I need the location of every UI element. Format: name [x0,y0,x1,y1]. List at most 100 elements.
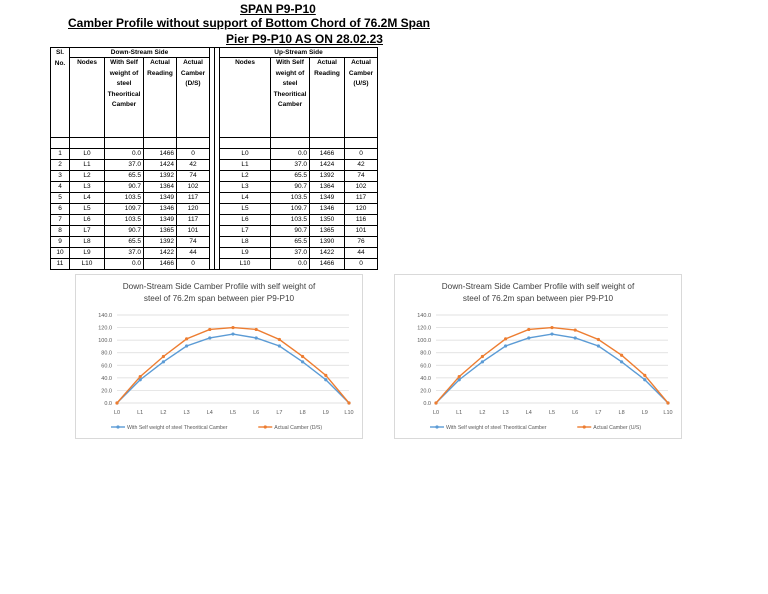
ds-camber-cell: 102 [176,181,210,193]
data-point [115,401,119,405]
table-column-header-row: Nodes With Self weight of steel Theoriti… [51,57,378,138]
y-tick-label: 120.0 [417,326,431,332]
ds-camber-cell: 0 [176,258,210,270]
us-reading-cell: 1392 [309,170,345,182]
us-theory-header: With Self weight of steel Theoritical Ca… [270,57,310,138]
series-line [116,333,350,404]
us-theory-cell: 0.0 [270,148,310,160]
x-tick-label: L5 [230,410,236,416]
ds-reading-cell: 1349 [143,192,177,204]
legend-label: With Self weight of steel Theoritical Ca… [127,425,228,431]
x-tick-label: L1 [137,410,143,416]
x-tick-label: L10 [663,410,672,416]
x-tick-label: L1 [456,410,462,416]
data-point [138,375,142,379]
chart-title-line: steel of 76.2m span between pier P9-P10 [462,294,614,303]
ds-node-cell: L10 [69,258,105,270]
data-point [277,344,281,348]
data-point [301,360,305,364]
legend-marker [582,425,586,429]
data-point [185,337,189,341]
data-point [434,401,438,405]
upstream-chart-title: Down-Stream Side Camber Profile with sel… [395,281,681,305]
ds-reading-cell: 1424 [143,159,177,171]
ds-reading-cell: 1349 [143,214,177,226]
us-theory-cell: 65.5 [270,170,310,182]
ds-reading-cell: 1364 [143,181,177,193]
us-node-cell: L2 [219,170,271,182]
us-node-cell: L1 [219,159,271,171]
ds-reading-cell: 1466 [143,258,177,270]
y-tick-label: 20.0 [420,388,431,394]
sl-no-cell: 10 [50,247,70,259]
y-tick-label: 100.0 [417,338,431,344]
us-reading-cell: 1365 [309,225,345,237]
us-nodes-header: Nodes [219,57,271,138]
upstream-group-header: Up-Stream Side [219,47,378,58]
y-tick-label: 60.0 [101,363,112,369]
downstream-camber-chart: 0.0 20.0 40.0 60.0 80.0 100.0 120.0 140.0 L0 L1 L2… [75,274,363,439]
ds-node-cell: L9 [69,247,105,259]
us-camber-cell: 101 [344,225,378,237]
series-line [435,333,669,404]
data-point [620,360,624,364]
ds-camber-cell: 117 [176,214,210,226]
data-point [138,378,142,382]
ds-camber-cell: 44 [176,247,210,259]
ds-node-cell: L0 [69,148,105,160]
x-tick-label: L3 [184,410,190,416]
x-tick-label: L4 [526,410,532,416]
sl-no-cell: 8 [50,225,70,237]
us-reading-cell: 1364 [309,181,345,193]
us-theory-cell: 37.0 [270,159,310,171]
table-row: 3 L2 65.5 1392 74 L2 65.5 1392 74 [50,170,378,182]
chart-title-line: steel of 76.2m span between pier P9-P10 [143,294,295,303]
us-node-cell: L6 [219,214,271,226]
ds-camber-cell: 74 [176,170,210,182]
y-tick-label: 0.0 [423,401,431,407]
us-reading-cell: 1346 [309,203,345,215]
x-tick-label: L3 [503,410,509,416]
sl-no-cell: 5 [50,192,70,204]
y-tick-label: 140.0 [417,313,431,319]
us-theory-cell: 90.7 [270,181,310,193]
x-tick-label: L0 [114,410,120,416]
us-node-cell: L0 [219,148,271,160]
us-camber-cell: 0 [344,258,378,270]
data-point [666,401,670,405]
ds-node-cell: L3 [69,181,105,193]
x-tick-label: L0 [433,410,439,416]
camber-table: Sl. No. Down-Stream Side Up-Stream Side … [50,47,378,270]
downstream-chart-title: Down-Stream Side Camber Profile with sel… [76,281,362,305]
us-camber-cell: 74 [344,170,378,182]
x-tick-label: L5 [549,410,555,416]
data-point [208,327,212,332]
x-tick-label: L2 [479,410,485,416]
sl-no-cell: 6 [50,203,70,215]
sl-no-header: Sl. No. [50,47,70,138]
y-tick-label: 120.0 [98,326,112,332]
data-point [550,325,554,330]
legend-marker [116,425,120,429]
sheet-title: SPAN P9-P10 [240,2,316,16]
y-tick-label: 20.0 [101,388,112,394]
table-row: 11 L10 0.0 1466 0 L10 0.0 1466 0 [50,258,378,270]
x-tick-label: L9 [323,410,329,416]
legend-label: Actual Camber (U/S) [593,425,641,431]
ds-node-cell: L7 [69,225,105,237]
ds-camber-cell: 0 [176,148,210,160]
us-theory-cell: 103.5 [270,192,310,204]
us-camber-cell: 117 [344,192,378,204]
ds-camber-cell: 74 [176,236,210,248]
ds-reading-cell: 1346 [143,203,177,215]
data-point [277,337,281,342]
us-camber-cell: 102 [344,181,378,193]
ds-nodes-header: Nodes [69,57,105,138]
us-node-cell: L4 [219,192,271,204]
ds-theory-cell: 90.7 [104,225,144,237]
x-tick-label: L9 [642,410,648,416]
us-reading-cell: 1350 [309,214,345,226]
sl-no-cell: 7 [50,214,70,226]
data-point [457,378,461,382]
data-point [643,373,647,377]
